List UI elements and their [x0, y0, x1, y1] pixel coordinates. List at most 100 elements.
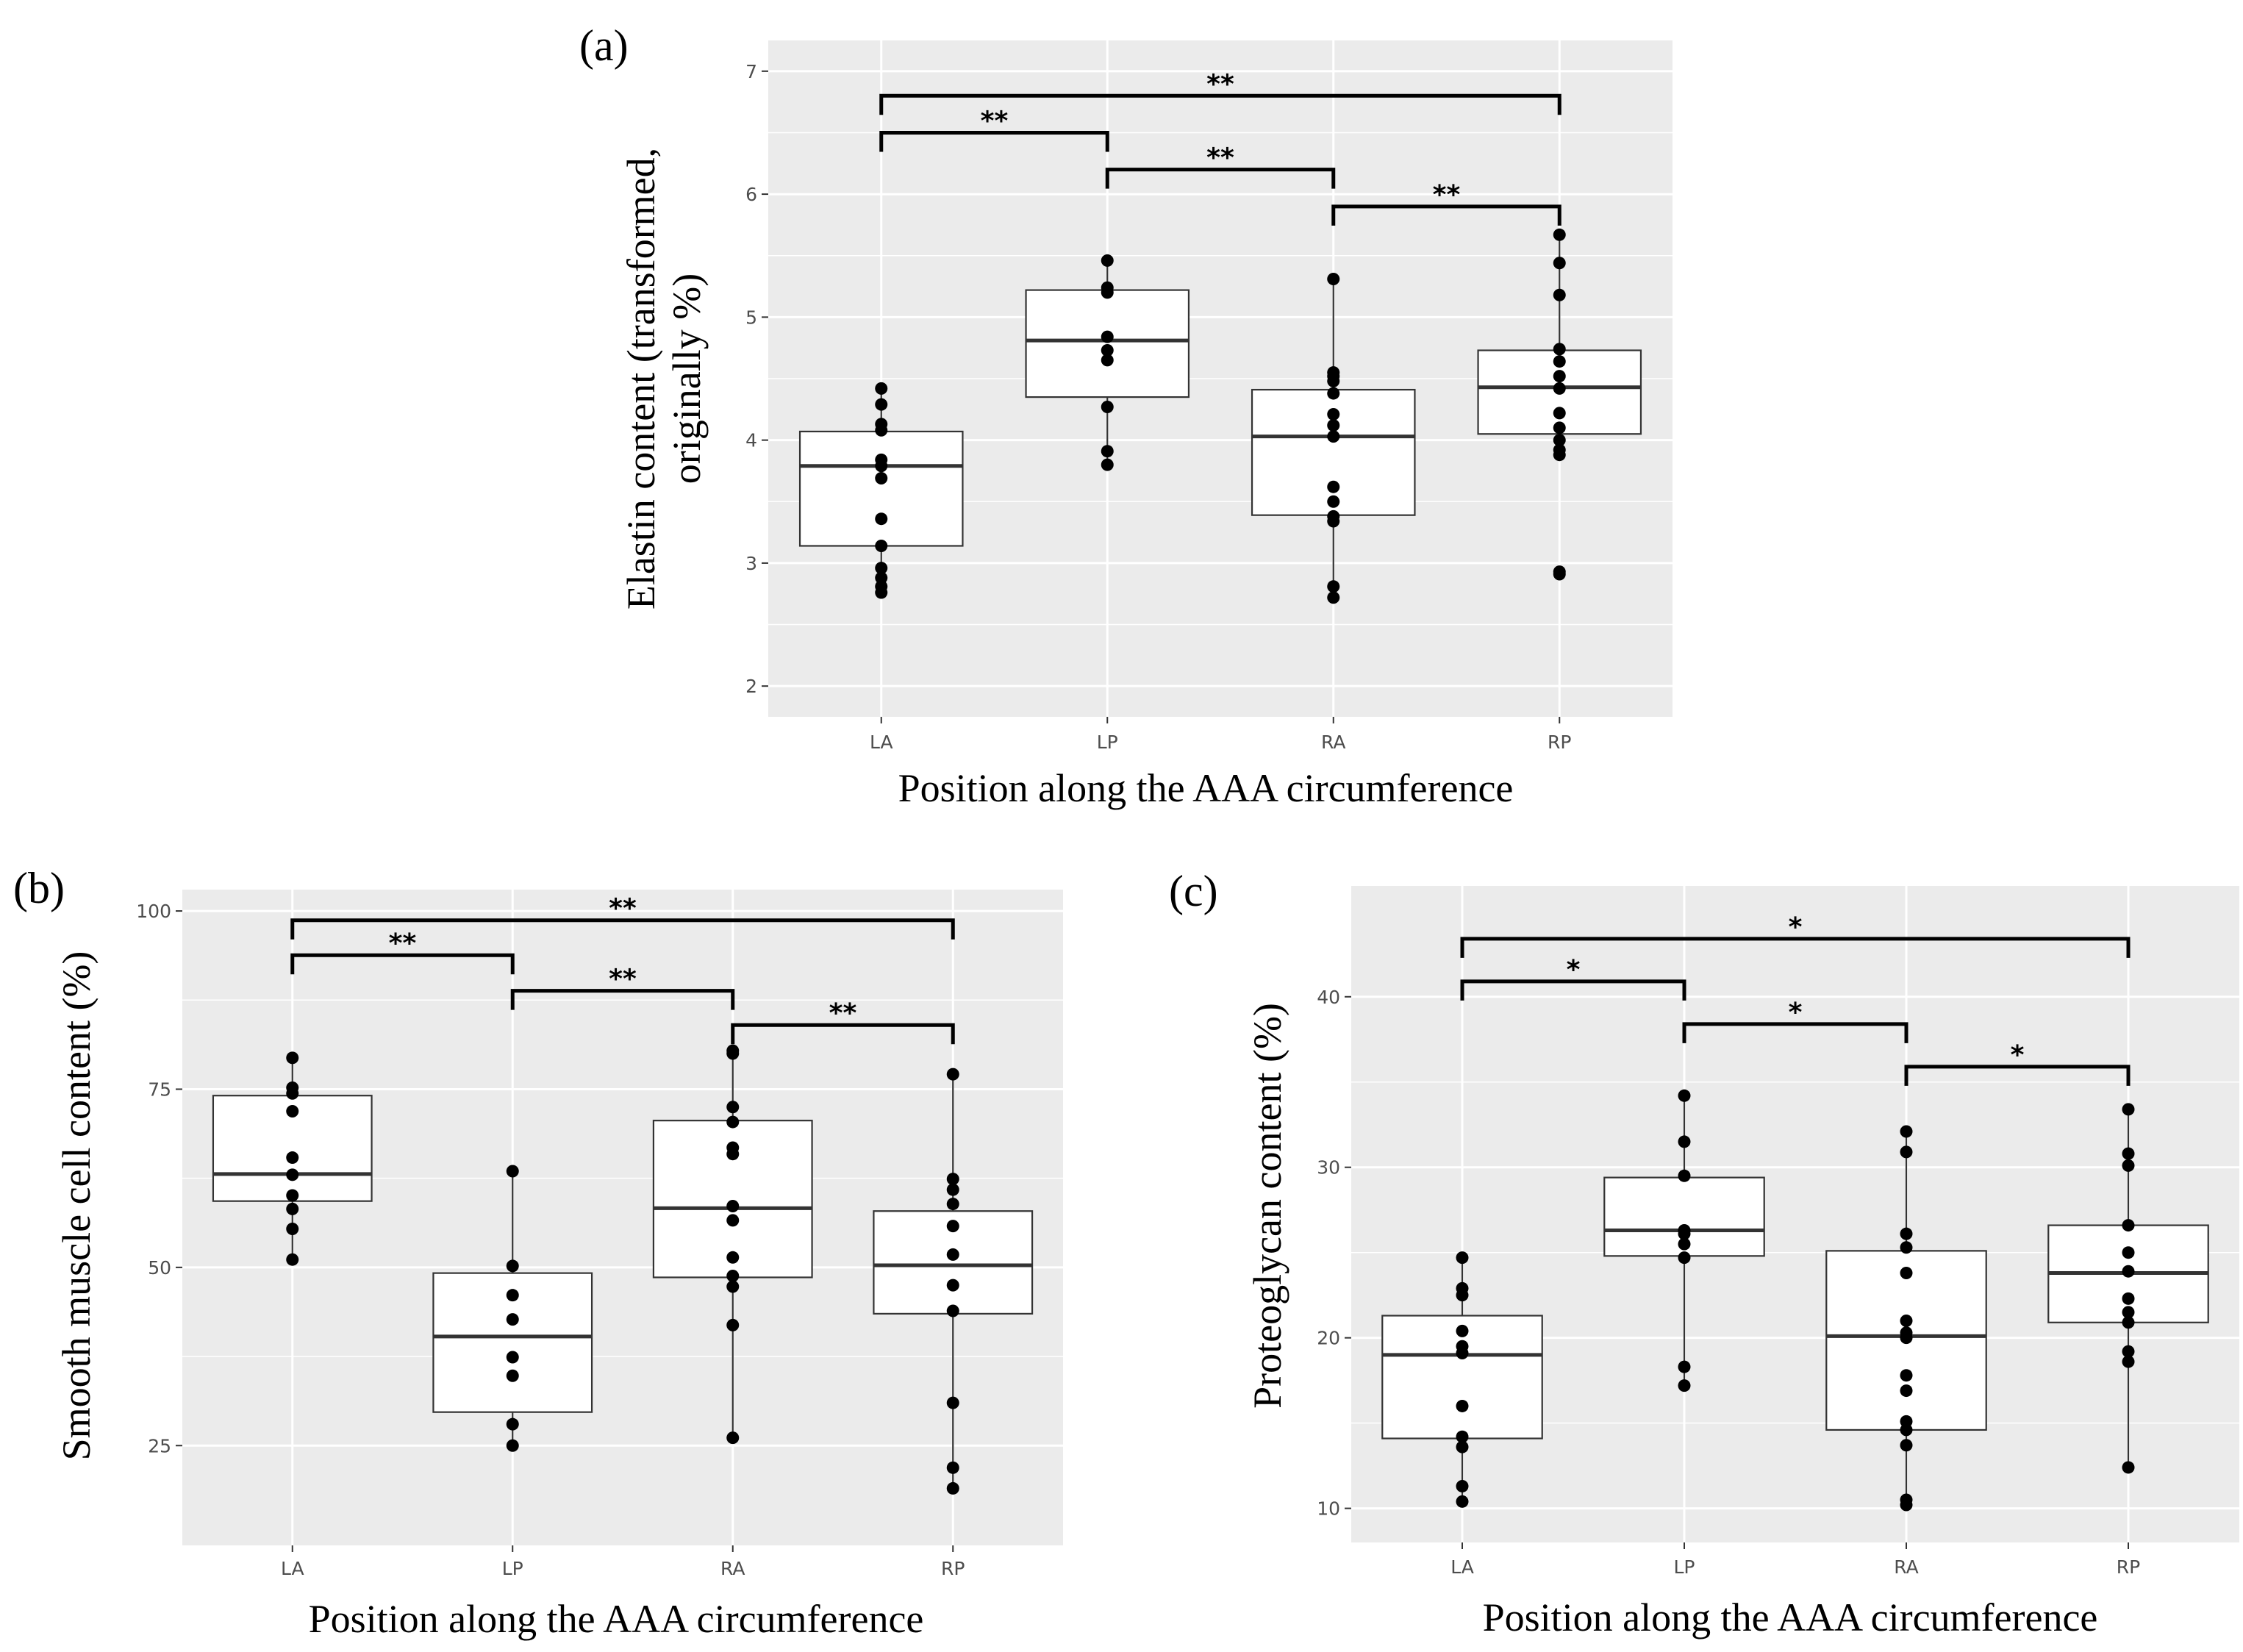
data-point: [2122, 1355, 2135, 1368]
chart-panel-a: 2 3 4 5 6 7 LA LP RA RP ** ** ** ** (a) Position along …: [579, 21, 1673, 810]
data-point: [875, 512, 888, 526]
data-point: [1327, 495, 1340, 508]
significance-bracket: [879, 130, 1109, 152]
significance-label: *: [1789, 912, 1803, 943]
x-tick-label-la: LA: [281, 1558, 304, 1579]
data-point: [1678, 1169, 1691, 1182]
box-la: [798, 430, 964, 547]
y-tick-label: 4: [745, 430, 757, 451]
significance-label: **: [1206, 143, 1234, 174]
data-point: [1101, 400, 1114, 413]
data-point: [1678, 1224, 1691, 1237]
data-point: [946, 1173, 959, 1186]
data-point: [1553, 228, 1566, 241]
significance-bracket: [879, 93, 1561, 115]
data-point: [286, 1081, 299, 1095]
data-point: [1900, 1241, 1913, 1254]
data-point: [286, 1168, 299, 1181]
y-tick-label: 40: [1317, 987, 1340, 1008]
data-point: [1327, 387, 1340, 400]
data-point: [1900, 1493, 1913, 1506]
data-point: [506, 1259, 519, 1273]
data-point: [1101, 330, 1114, 343]
data-point: [946, 1220, 959, 1233]
data-point: [726, 1214, 740, 1227]
data-point: [286, 1051, 299, 1065]
x-tick-label-la: LA: [1450, 1556, 1474, 1578]
x-tick-label-ra: RA: [1321, 732, 1345, 753]
data-point: [1101, 254, 1114, 267]
y-tick-label: 10: [1317, 1498, 1340, 1520]
y-tick-label: 3: [745, 553, 757, 574]
y-tick-label: 50: [148, 1257, 171, 1279]
data-point: [1327, 430, 1340, 443]
x-tick-label-rp: RP: [2117, 1556, 2140, 1578]
y-tick-label: 100: [136, 901, 171, 922]
x-tick-label-lp: LP: [1097, 732, 1118, 753]
data-point: [506, 1369, 519, 1382]
data-point: [1327, 580, 1340, 593]
chart-panel-b: 25 50 75 100 LA LP RA RP ** ** ** ** (b) Position alo…: [13, 864, 1063, 1641]
data-point: [2122, 1159, 2135, 1172]
data-point: [1327, 408, 1340, 421]
data-point: [1900, 1314, 1913, 1327]
data-point: [726, 1270, 740, 1283]
data-point: [1553, 370, 1566, 383]
x-axis-title: Position along the AAA circumference: [309, 1597, 924, 1641]
data-point: [875, 571, 888, 584]
data-point: [1553, 343, 1566, 356]
data-point: [1101, 445, 1114, 458]
data-point: [1101, 344, 1114, 357]
data-point: [726, 1044, 740, 1057]
data-point: [1553, 421, 1566, 435]
data-point: [1456, 1324, 1469, 1337]
y-axis-title-line: Smooth muscle cell content (%): [54, 951, 99, 1461]
y-tick-label: 75: [148, 1079, 171, 1100]
y-tick-label: 2: [745, 676, 757, 697]
plot-background: [1351, 886, 2239, 1542]
significance-label: **: [829, 998, 857, 1029]
data-point: [1900, 1326, 1913, 1340]
data-point: [1900, 1384, 1913, 1398]
data-point: [506, 1165, 519, 1178]
data-point: [1456, 1495, 1469, 1508]
data-point: [1900, 1415, 1913, 1428]
data-point: [726, 1318, 740, 1331]
data-point: [946, 1461, 959, 1474]
data-point: [1553, 257, 1566, 270]
data-point: [1900, 1227, 1913, 1240]
data-point: [1900, 1369, 1913, 1382]
y-axis-title-line: originally %): [665, 273, 709, 484]
data-point: [506, 1313, 519, 1326]
data-point: [2122, 1103, 2135, 1116]
data-point: [1553, 382, 1566, 395]
significance-bracket: [1904, 1065, 2131, 1086]
data-point: [875, 471, 888, 484]
data-point: [946, 1304, 959, 1317]
y-axis-title: Proteoglycan content (%): [1245, 1003, 1289, 1409]
significance-bracket: [510, 989, 735, 1010]
data-point: [1553, 288, 1566, 301]
data-point: [946, 1481, 959, 1495]
data-point: [875, 453, 888, 466]
data-point: [946, 1396, 959, 1409]
data-point: [946, 1198, 959, 1211]
data-point: [506, 1351, 519, 1364]
data-point: [1101, 281, 1114, 294]
data-point: [1900, 1125, 1913, 1138]
data-point: [1678, 1360, 1691, 1373]
y-tick-label: 7: [745, 61, 757, 82]
significance-bracket: [731, 1023, 955, 1045]
significance-bracket: [1682, 1022, 1908, 1043]
x-tick-label-lp: LP: [1673, 1556, 1695, 1578]
data-point: [946, 1068, 959, 1081]
significance-label: **: [1206, 69, 1234, 99]
data-point: [2122, 1219, 2135, 1232]
data-point: [1553, 407, 1566, 420]
data-point: [726, 1101, 740, 1114]
data-point: [1900, 1267, 1913, 1280]
data-point: [506, 1289, 519, 1302]
significance-label: *: [1789, 998, 1803, 1028]
data-point: [1101, 354, 1114, 367]
significance-bracket: [1105, 168, 1336, 189]
